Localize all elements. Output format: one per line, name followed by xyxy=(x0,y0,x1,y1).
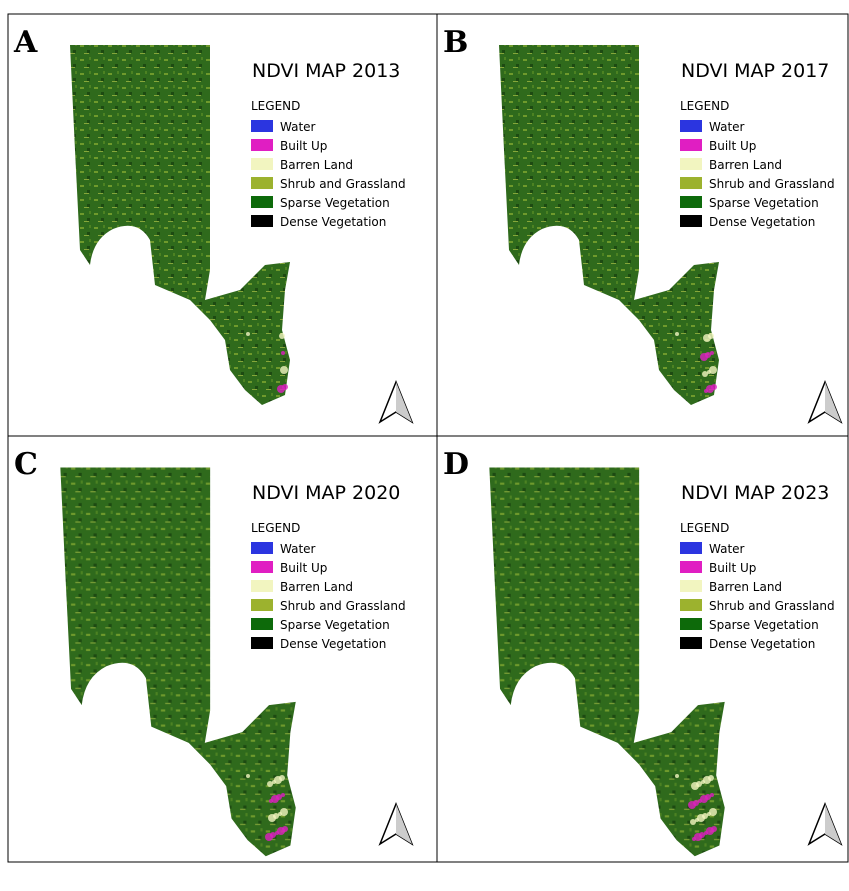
legend-label: Sparse Vegetation xyxy=(709,196,819,210)
land-patch xyxy=(692,837,696,841)
land-patch xyxy=(700,353,708,361)
land-patch xyxy=(267,781,273,787)
legend-swatch xyxy=(680,637,702,649)
land-patch xyxy=(268,814,276,822)
legend-label: Shrub and Grassland xyxy=(709,177,835,191)
legend-swatch xyxy=(680,158,702,170)
legend-title: LEGEND xyxy=(251,521,300,535)
legend-label: Built Up xyxy=(709,561,756,575)
legend-swatch xyxy=(251,139,273,151)
legend-label: Built Up xyxy=(280,139,327,153)
north-arrow xyxy=(380,804,412,844)
land-patch xyxy=(702,371,708,377)
legend-label: Barren Land xyxy=(709,158,782,172)
land-patch xyxy=(691,782,699,790)
legend-swatch xyxy=(680,215,702,227)
north-arrow xyxy=(809,382,841,422)
legend-label: Dense Vegetation xyxy=(280,215,386,229)
legend-swatch xyxy=(680,177,702,189)
legend-title: LEGEND xyxy=(680,521,729,535)
land-patch xyxy=(703,334,711,342)
legend-label: Built Up xyxy=(709,139,756,153)
legend-swatch xyxy=(251,637,273,649)
legend-label: Dense Vegetation xyxy=(280,637,386,651)
land-patch xyxy=(704,389,708,393)
legend-swatch xyxy=(680,120,702,132)
legend-swatch xyxy=(680,196,702,208)
legend-swatch xyxy=(680,139,702,151)
panel-letter: A xyxy=(13,25,38,60)
land-patch xyxy=(279,333,285,339)
legend-swatch xyxy=(680,618,702,630)
map-title: NDVI MAP 2023 xyxy=(681,482,829,504)
map-panel: D NDVI MAP 2023 LEGEND Water Built Up Barren … xyxy=(443,447,841,856)
legend-label: Water xyxy=(280,120,316,134)
legend-swatch xyxy=(251,120,273,132)
legend-label: Shrub and Grassland xyxy=(280,177,406,191)
legend-label: Sparse Vegetation xyxy=(709,618,819,632)
land-patch xyxy=(265,833,273,841)
land-patch xyxy=(281,351,285,355)
figure: A NDVI MAP 2013 LEGEND Water Built Up Barren … xyxy=(0,0,849,891)
legend-swatch xyxy=(680,599,702,611)
land-patch xyxy=(246,332,250,336)
legend-label: Sparse Vegetation xyxy=(280,196,390,210)
legend-label: Sparse Vegetation xyxy=(280,618,390,632)
land-patch xyxy=(246,774,250,778)
legend-label: Water xyxy=(280,542,316,556)
map-title: NDVI MAP 2017 xyxy=(681,60,829,82)
legend-label: Water xyxy=(709,120,745,134)
legend-title: LEGEND xyxy=(680,99,729,113)
land-patch xyxy=(269,799,273,803)
legend-swatch xyxy=(680,542,702,554)
legend-swatch xyxy=(251,158,273,170)
legend-swatch xyxy=(680,580,702,592)
map-panel: B NDVI MAP 2017 LEGEND Water Built Up Barren … xyxy=(443,25,841,422)
legend-swatch xyxy=(251,561,273,573)
land-patch xyxy=(277,385,285,393)
legend-swatch xyxy=(680,561,702,573)
panel-letter: B xyxy=(443,25,468,60)
map-title: NDVI MAP 2020 xyxy=(252,482,400,504)
map-panel: C NDVI MAP 2020 LEGEND Water Built Up Barren … xyxy=(14,447,412,856)
legend-label: Shrub and Grassland xyxy=(280,599,406,613)
legend-label: Water xyxy=(709,542,745,556)
legend-title: LEGEND xyxy=(251,99,300,113)
north-arrow xyxy=(380,382,412,422)
legend-swatch xyxy=(251,196,273,208)
legend-label: Barren Land xyxy=(709,580,782,594)
legend-label: Dense Vegetation xyxy=(709,637,815,651)
legend-swatch xyxy=(251,618,273,630)
legend-swatch xyxy=(251,580,273,592)
panel-letter: D xyxy=(443,447,469,482)
land-patch xyxy=(675,332,679,336)
map-title: NDVI MAP 2013 xyxy=(252,60,400,82)
panel-letter: C xyxy=(14,447,38,482)
legend-label: Barren Land xyxy=(280,158,353,172)
map-panel: A NDVI MAP 2013 LEGEND Water Built Up Barren … xyxy=(13,25,412,422)
legend-swatch xyxy=(251,215,273,227)
legend-label: Shrub and Grassland xyxy=(709,599,835,613)
legend-swatch xyxy=(251,599,273,611)
legend-swatch xyxy=(251,542,273,554)
legend-label: Barren Land xyxy=(280,580,353,594)
land-patch xyxy=(690,819,696,825)
land-patch xyxy=(688,801,696,809)
legend-label: Built Up xyxy=(280,561,327,575)
land-patch xyxy=(675,774,679,778)
legend-label: Dense Vegetation xyxy=(709,215,815,229)
land-patch xyxy=(280,366,288,374)
north-arrow xyxy=(809,804,841,844)
legend-swatch xyxy=(251,177,273,189)
